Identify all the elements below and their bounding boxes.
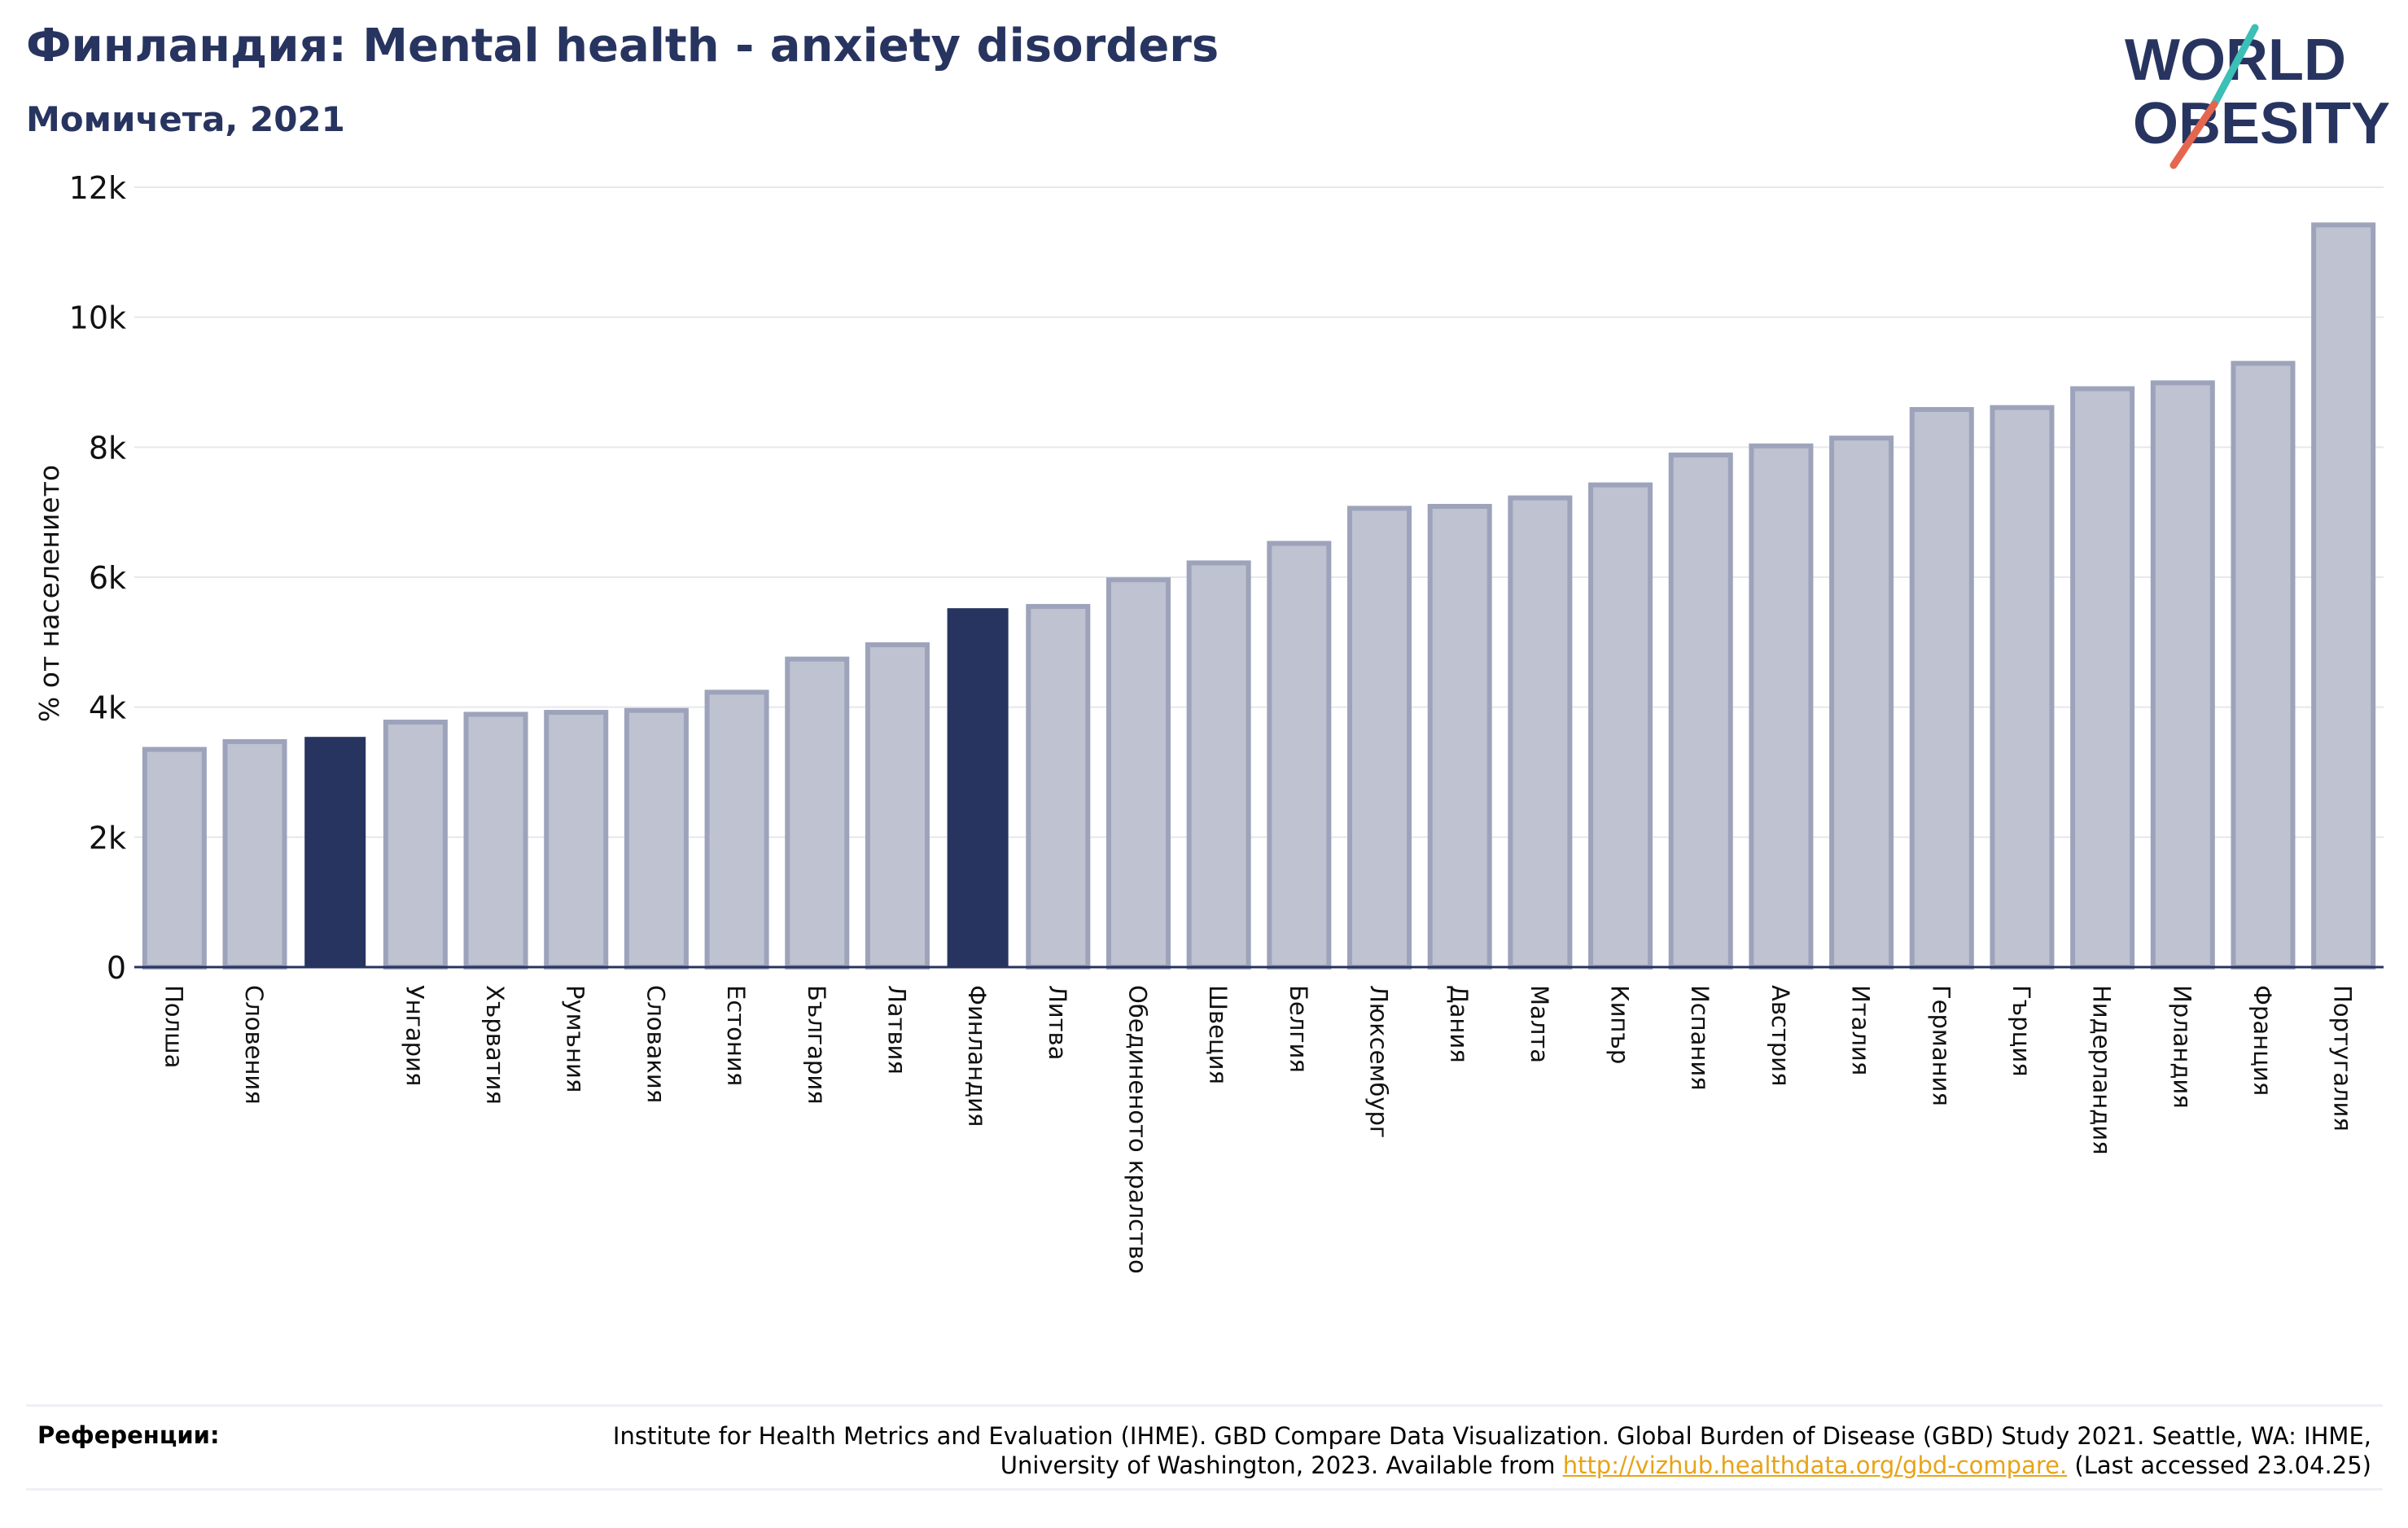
logo-slash-bottom xyxy=(2169,100,2218,169)
logo-slash-top xyxy=(2210,24,2259,108)
y-tick-label: 10k xyxy=(69,300,126,336)
x-tick-label: Литва xyxy=(1044,985,1071,1060)
x-tick-label: Кипър xyxy=(1606,985,1634,1064)
x-tick-label: Латвия xyxy=(882,985,910,1075)
x-tick-label: Португалия xyxy=(2329,985,2357,1132)
bar-Финландия xyxy=(947,608,1009,968)
y-tick-label: 2k xyxy=(89,820,126,856)
world-obesity-logo: WORLD OBESITY xyxy=(2125,24,2390,169)
bar-Белгия xyxy=(1267,541,1332,970)
y-tick-label: 6k xyxy=(89,560,126,596)
x-tick-label: Швеция xyxy=(1204,985,1232,1084)
x-tick-label: Италия xyxy=(1847,985,1875,1075)
bar-Унгария xyxy=(383,720,448,970)
references-label: Референции: xyxy=(37,1421,220,1449)
bar-Ирландия xyxy=(2150,380,2215,970)
x-tick-label: Люксембург xyxy=(1365,985,1393,1138)
bar-Франция xyxy=(2231,361,2296,970)
x-tick-label: Хърватия xyxy=(481,985,509,1105)
y-tick-label: 12k xyxy=(69,170,126,206)
bar-Румъния xyxy=(544,710,609,970)
bar-Дания xyxy=(1427,503,1492,970)
y-tick-label: 0 xyxy=(107,950,126,986)
bar-Обединеното кралство xyxy=(1105,577,1171,970)
bar-България xyxy=(785,656,850,970)
bar-Словения xyxy=(222,738,287,970)
x-tick-label: Франция xyxy=(2248,985,2276,1096)
x-tick-label: Естония xyxy=(722,985,750,1086)
x-tick-label: Полша xyxy=(160,985,187,1068)
references-link[interactable]: http://vizhub.healthdata.org/gbd-compare… xyxy=(1562,1451,2068,1479)
bar-Латвия xyxy=(865,642,930,970)
x-tick-label: Дания xyxy=(1445,985,1473,1063)
logo-text-obesity: OBESITY xyxy=(2133,91,2390,156)
references-box: Референции: Institute for Health Metrics… xyxy=(26,1404,2383,1491)
x-tick-label: България xyxy=(803,985,830,1105)
bar-Испания xyxy=(1668,452,1733,970)
bar-Гърция xyxy=(1990,405,2055,970)
bar-chart: 0 2k 4k 6k 8k 10k 12k % от населението Полша Слов… xyxy=(33,170,2384,1274)
bar-Полша xyxy=(142,746,207,970)
bar-Малта xyxy=(1508,495,1573,970)
x-tick-label: Ирландия xyxy=(2168,985,2196,1109)
x-tick-label: Малта xyxy=(1526,985,1553,1063)
bar-Швеция xyxy=(1186,560,1251,970)
x-tick-label: Румъния xyxy=(562,985,589,1092)
references-accessed: (Last accessed 23.04.25) xyxy=(2074,1451,2371,1479)
bar-Австрия xyxy=(1749,443,1814,970)
references-citation: Institute for Health Metrics and Evaluat… xyxy=(612,1422,2371,1479)
x-tick-label: Словения xyxy=(240,985,268,1105)
x-tick-label: Германия xyxy=(1927,985,1955,1106)
x-tick-label: Нидерландия xyxy=(2088,985,2116,1155)
x-tick-label: Словакия xyxy=(641,985,669,1103)
chart-subtitle: Момичета, 2021 xyxy=(26,99,345,139)
x-tick-label: Австрия xyxy=(1767,985,1794,1086)
x-tick-label: Обединеното кралство xyxy=(1123,985,1151,1274)
references-text: Institute for Health Metrics and Evaluat… xyxy=(499,1421,2371,1480)
x-tick-label: Белгия xyxy=(1285,985,1312,1073)
bar-Словакия xyxy=(624,707,689,970)
bar-Кипър xyxy=(1588,482,1653,970)
x-tick-label: Испания xyxy=(1686,985,1714,1091)
y-tick-label: 8k xyxy=(89,430,126,466)
bar-Хърватия xyxy=(463,711,528,970)
bar-Германия xyxy=(1909,407,1974,970)
bar-Естония xyxy=(704,690,769,970)
bar-Литва xyxy=(1026,603,1091,970)
bar-highlight-2 xyxy=(304,737,366,969)
x-tick-label: Финландия xyxy=(963,985,991,1127)
x-tick-label: Унгария xyxy=(401,985,428,1086)
y-tick-label: 4k xyxy=(89,690,126,726)
bar-Португалия xyxy=(2311,222,2376,970)
chart-title: Финландия: Mental health - anxiety disor… xyxy=(26,20,1219,72)
bar-Нидерландия xyxy=(2070,386,2135,970)
bar-Италия xyxy=(1829,436,1894,970)
x-tick-label: Гърция xyxy=(2007,985,2035,1077)
bar-Люксембург xyxy=(1347,506,1412,970)
y-axis-label: % от населението xyxy=(33,465,65,722)
